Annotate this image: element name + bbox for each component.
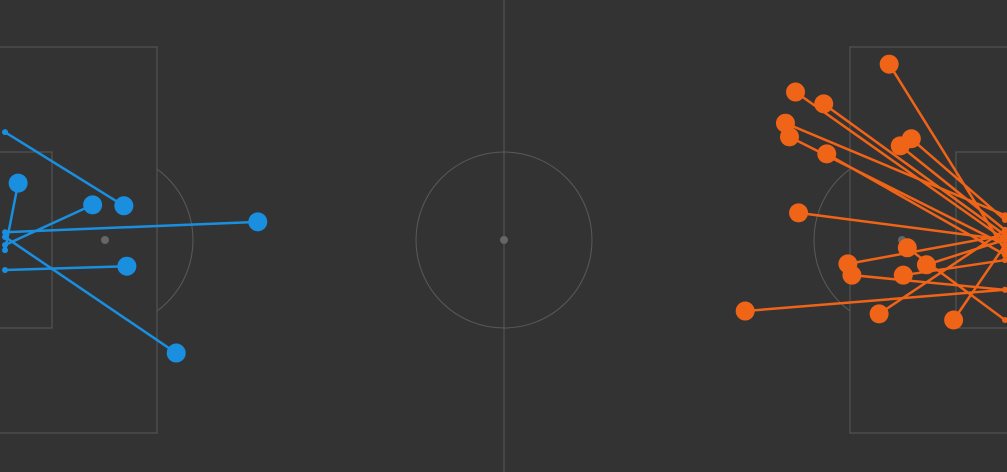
shot-origin xyxy=(879,54,899,74)
shot-origin xyxy=(916,255,936,275)
shot-origin xyxy=(842,265,862,285)
shot-line xyxy=(4,131,125,207)
shot-origin xyxy=(117,256,137,276)
shot-origin xyxy=(869,304,889,324)
shot-end xyxy=(1001,317,1007,324)
shot-origin xyxy=(779,127,799,147)
shot-line xyxy=(888,63,1007,251)
centre-spot xyxy=(500,236,508,244)
shot-origin xyxy=(893,265,913,285)
shot-line xyxy=(4,264,127,272)
shot-end xyxy=(2,247,9,254)
shot-origin xyxy=(944,310,964,330)
shot-line xyxy=(847,233,1006,266)
penalty-spot xyxy=(101,236,109,244)
shot-end xyxy=(1001,257,1007,264)
shot-line xyxy=(851,273,1006,292)
shot-origin xyxy=(114,196,134,216)
shot-origin xyxy=(248,212,268,232)
shot-origin xyxy=(789,203,809,223)
shot-end xyxy=(2,241,9,248)
shot-origin xyxy=(890,136,910,156)
shot-end xyxy=(1001,232,1007,239)
shot-end xyxy=(1001,286,1007,293)
shot-line xyxy=(910,137,1006,221)
shot-end xyxy=(1001,251,1007,258)
shot-end xyxy=(2,229,9,236)
shot-end xyxy=(1001,216,1007,223)
shot-origin xyxy=(786,82,806,102)
shot-line xyxy=(899,144,1006,231)
shot-end xyxy=(2,129,9,136)
shot-origin xyxy=(735,301,755,321)
shot-end xyxy=(1001,236,1007,243)
shot-origin xyxy=(814,94,834,114)
shot-origin xyxy=(8,173,28,193)
shot-line xyxy=(798,211,1006,242)
shot-origin xyxy=(83,195,103,215)
shot-end xyxy=(1001,226,1007,233)
shot-line xyxy=(952,244,1007,321)
shot-origin xyxy=(897,238,917,258)
shot-end xyxy=(1001,241,1007,248)
shot-end xyxy=(2,233,9,240)
shot-end xyxy=(2,266,9,273)
shot-line xyxy=(822,102,1006,237)
shot-line xyxy=(826,152,1006,256)
shot-origin xyxy=(817,144,837,164)
shot-line xyxy=(926,238,1006,266)
shot-line xyxy=(878,228,1006,315)
shot-end xyxy=(1001,212,1007,219)
shot-line xyxy=(903,258,1006,277)
shot-line xyxy=(4,220,258,234)
shot-line xyxy=(745,288,1006,313)
shot-line xyxy=(4,203,94,247)
shot-line xyxy=(4,235,177,355)
shot-line xyxy=(794,91,1006,241)
shot-origin xyxy=(166,343,186,363)
